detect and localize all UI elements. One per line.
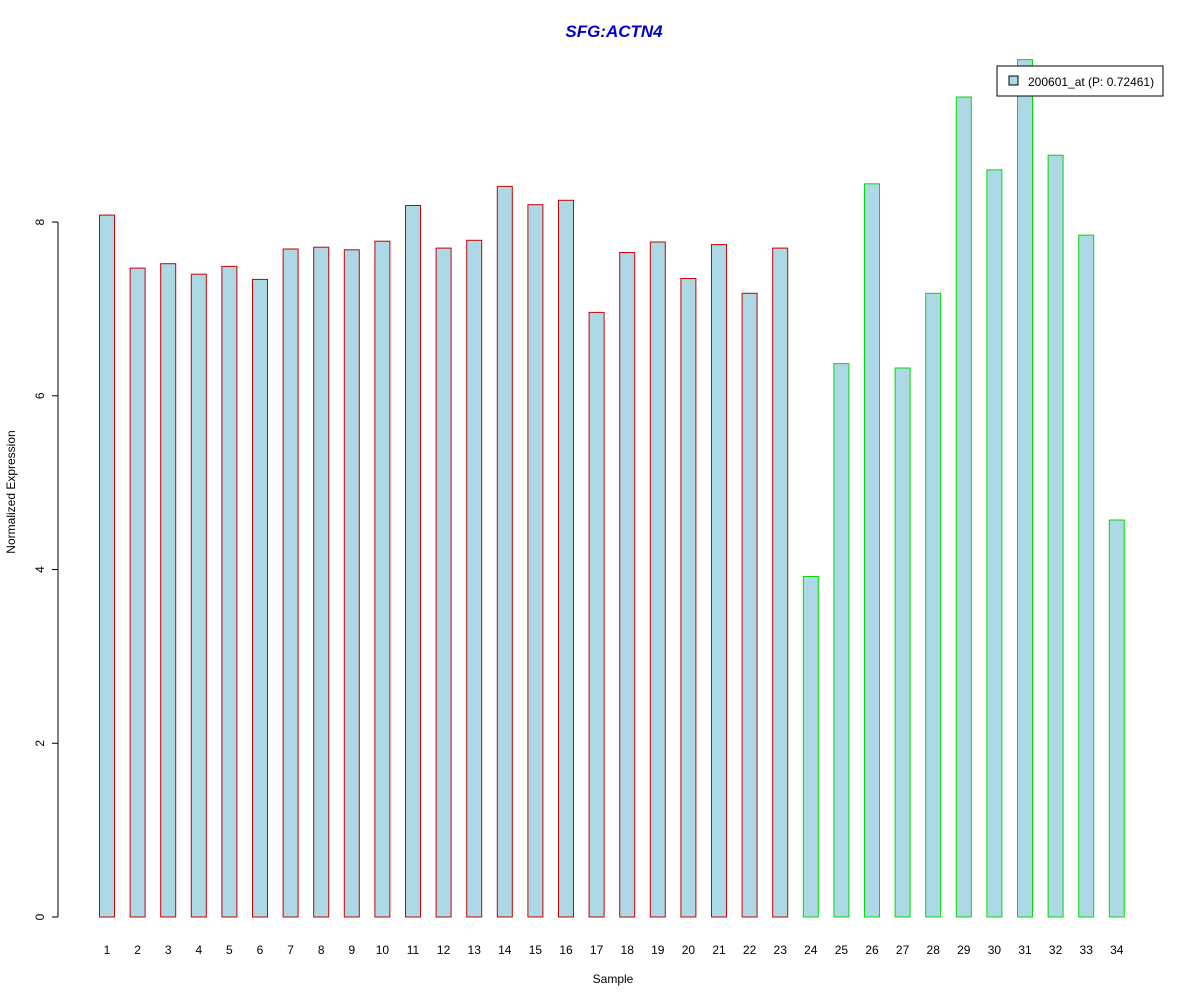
- x-tick-label: 24: [804, 943, 818, 957]
- x-tick-label: 21: [712, 943, 726, 957]
- x-tick-label: 18: [621, 943, 635, 957]
- bar-sample-25: [833, 363, 850, 918]
- bar-sample-4: [190, 273, 207, 918]
- y-tick-label: 2: [33, 740, 47, 747]
- bar-sample-11: [405, 205, 421, 918]
- y-tick-label: 0: [33, 913, 47, 920]
- bar-sample-20: [680, 278, 697, 918]
- x-tick-label: 16: [559, 943, 573, 957]
- bar-sample-19: [649, 241, 666, 918]
- y-axis-label: Normalized Expression: [4, 430, 18, 553]
- bar-sample-2: [129, 267, 146, 918]
- x-tick-label: 9: [348, 943, 355, 957]
- x-tick-label: 17: [590, 943, 604, 957]
- bar-sample-34: [1108, 519, 1125, 918]
- bar-sample-22: [741, 292, 758, 918]
- x-tick-label: 8: [318, 943, 325, 957]
- bar-sample-29: [955, 96, 972, 918]
- y-tick-label: 8: [33, 218, 47, 225]
- x-tick-label: 27: [896, 943, 910, 957]
- x-tick-label: 4: [195, 943, 202, 957]
- bar-sample-18: [619, 252, 636, 918]
- x-tick-label: 19: [651, 943, 665, 957]
- bar-sample-13: [466, 239, 483, 918]
- bar-sample-24: [802, 576, 819, 918]
- x-tick-label: 12: [437, 943, 451, 957]
- bar-sample-33: [1078, 234, 1095, 918]
- x-tick-label: 33: [1080, 943, 1094, 957]
- x-tick-label: 28: [927, 943, 941, 957]
- x-axis-label: Sample: [593, 972, 634, 986]
- bar-sample-26: [864, 183, 880, 918]
- x-tick-label: 11: [407, 943, 420, 957]
- x-tick-label: 34: [1110, 943, 1124, 957]
- x-tick-label: 1: [104, 943, 111, 957]
- x-tick-label: 13: [468, 943, 482, 957]
- bar-sample-17: [588, 311, 605, 918]
- bar-sample-15: [527, 204, 544, 918]
- bar-sample-9: [343, 249, 360, 918]
- bar-sample-7: [282, 248, 299, 918]
- x-tick-label: 23: [774, 943, 788, 957]
- bar-sample-30: [986, 169, 1003, 918]
- bar-sample-12: [435, 247, 452, 918]
- legend-box: [996, 65, 1164, 97]
- x-tick-label: 22: [743, 943, 757, 957]
- bar-sample-23: [772, 247, 789, 918]
- bar-sample-32: [1047, 154, 1064, 918]
- y-tick-label: 6: [33, 392, 47, 399]
- bar-sample-10: [374, 240, 391, 918]
- x-tick-label: 31: [1018, 943, 1032, 957]
- bar-sample-1: [99, 214, 115, 918]
- bars-group: [99, 59, 1125, 918]
- chart-title: SFG:ACTN4: [565, 22, 663, 41]
- bar-sample-6: [252, 278, 268, 918]
- bar-sample-28: [925, 292, 942, 918]
- y-axis: 0 2 4 6 8: [33, 218, 59, 920]
- bar-sample-16: [558, 199, 574, 918]
- bar-sample-14: [496, 185, 513, 918]
- x-tick-label: 7: [287, 943, 294, 957]
- x-axis-labels: 1 2 3 4 5 6 7 8 9 10 11 12 13 14 15 16 17 18 19 20 21 22 23 24 2…: [104, 943, 1124, 957]
- x-tick-label: 30: [988, 943, 1002, 957]
- x-tick-label: 3: [165, 943, 172, 957]
- bar-sample-31: [1017, 59, 1033, 918]
- y-tick-label: 4: [33, 566, 47, 573]
- x-tick-label: 15: [529, 943, 543, 957]
- legend-swatch: [1008, 75, 1019, 86]
- bar-sample-5: [221, 265, 238, 918]
- bar-sample-27: [894, 367, 911, 918]
- bar-sample-8: [313, 246, 330, 918]
- bar-sample-21: [711, 244, 727, 918]
- bar-sample-3: [160, 263, 177, 918]
- x-tick-label: 6: [257, 943, 264, 957]
- x-tick-label: 5: [226, 943, 233, 957]
- legend-entry: 200601_at (P: 0.72461): [1028, 75, 1154, 89]
- x-tick-label: 10: [376, 943, 390, 957]
- x-tick-label: 20: [682, 943, 696, 957]
- legend: 200601_at (P: 0.72461): [996, 65, 1164, 97]
- x-tick-label: 32: [1049, 943, 1063, 957]
- x-tick-label: 25: [835, 943, 849, 957]
- x-tick-label: 26: [865, 943, 879, 957]
- x-tick-label: 14: [498, 943, 512, 957]
- x-tick-label: 2: [134, 943, 141, 957]
- x-tick-label: 29: [957, 943, 971, 957]
